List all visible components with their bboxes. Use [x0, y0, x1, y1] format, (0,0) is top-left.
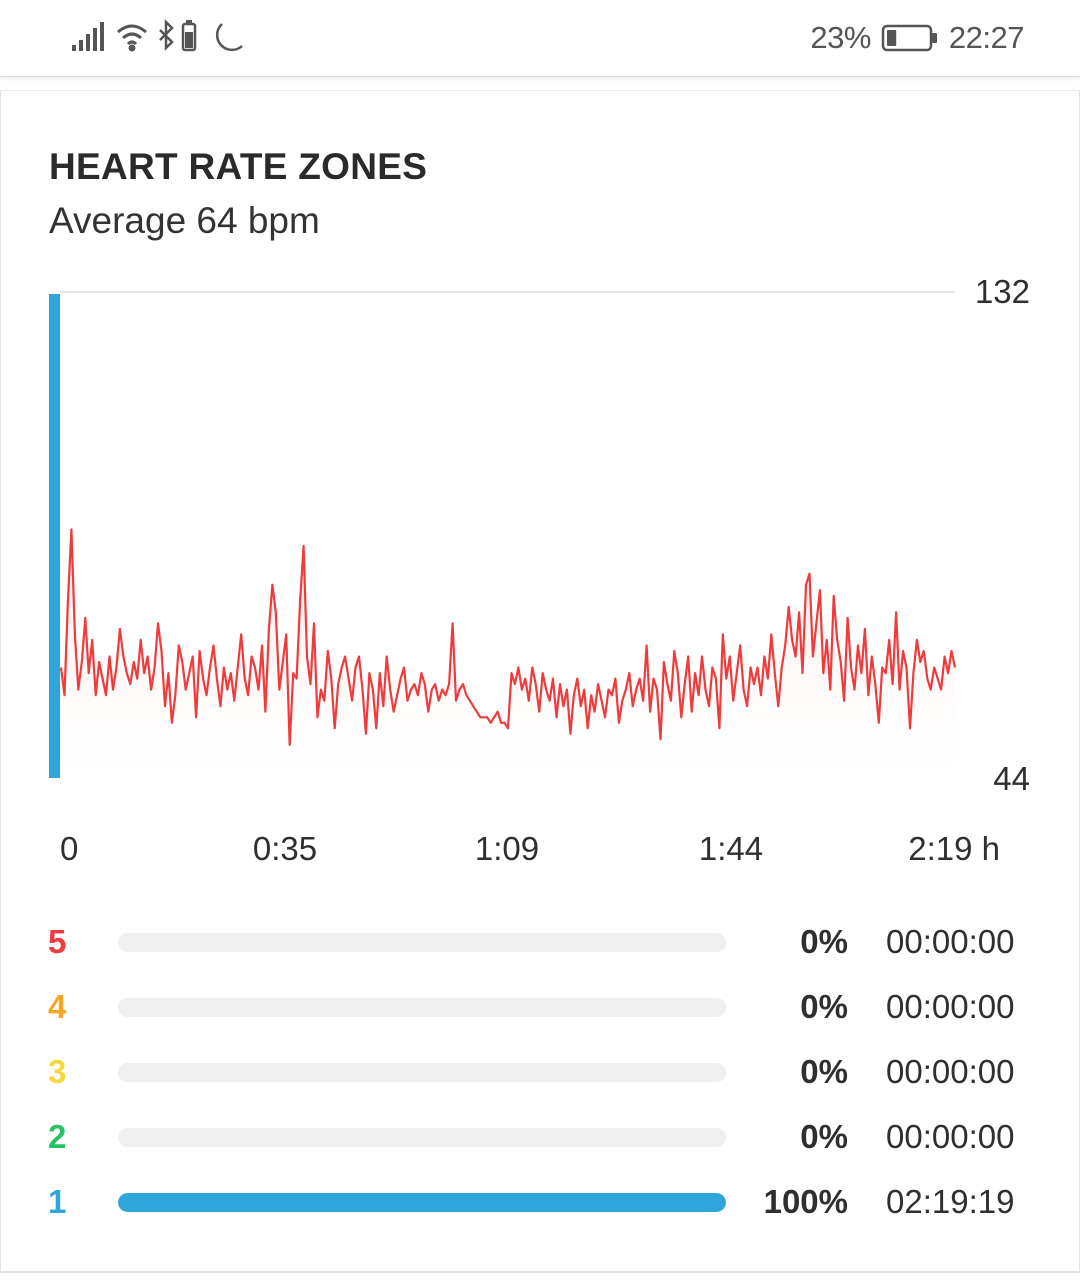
heart-rate-line: [59, 528, 957, 746]
zone-time: 02:19:19: [886, 1183, 1015, 1220]
zone-row-1: 1 100% 02:19:19: [0, 1177, 1080, 1227]
zone-percent: 0%: [800, 1118, 848, 1155]
heart-rate-chart: 132 44 0 0:35 1:09 1:44 2:19 h: [49, 273, 1030, 867]
clock: 22:27: [948, 20, 1025, 55]
zone-progress-fill: [118, 1193, 726, 1212]
zone-time: 00:00:00: [886, 988, 1015, 1025]
phone-battery-icon: [181, 20, 197, 52]
zone-percent: 100%: [763, 1183, 848, 1220]
zone-percent: 0%: [800, 1053, 848, 1090]
card-title: HEART RATE ZONES: [49, 146, 428, 187]
zone-marker-bar: [49, 294, 60, 778]
zone-number: 3: [48, 1053, 67, 1090]
status-icons-group: [72, 18, 243, 52]
y-tick-max: 132: [975, 273, 1030, 310]
status-bar: 23% 22:27: [0, 0, 1080, 77]
zone-progress-track: [118, 933, 726, 952]
zone-percent: 0%: [800, 923, 848, 960]
status-right: 23% 22:27: [810, 18, 1024, 58]
x-tick-0: 0: [60, 830, 78, 867]
zone-time: 00:00:00: [886, 1118, 1015, 1155]
zone-row-3: 3 0% 00:00:00: [0, 1047, 1080, 1097]
zone-time: 00:00:00: [886, 923, 1015, 960]
x-tick-4: 2:19 h: [908, 830, 1000, 867]
zone-percent: 0%: [800, 988, 848, 1025]
zone-row-4: 4 0% 00:00:00: [0, 982, 1080, 1032]
zone-progress-track: [118, 998, 726, 1017]
battery-icon: [881, 24, 937, 52]
heart-rate-area: [61, 529, 955, 778]
zone-progress-track: [118, 1193, 726, 1212]
moon-icon: [215, 23, 243, 52]
zone-number: 4: [48, 988, 67, 1025]
zone-row-5: 5 0% 00:00:00: [0, 917, 1080, 967]
zone-time: 00:00:00: [886, 1053, 1015, 1090]
battery-percent: 23%: [810, 20, 871, 55]
bluetooth-icon: [159, 18, 174, 52]
y-tick-min: 44: [993, 760, 1030, 797]
zone-progress-track: [118, 1128, 726, 1147]
zone-number: 2: [48, 1118, 67, 1155]
x-tick-1: 0:35: [253, 830, 317, 867]
average-bpm: Average 64 bpm: [49, 200, 320, 241]
wifi-icon: [117, 24, 147, 52]
x-tick-3: 1:44: [699, 830, 763, 867]
zone-number: 1: [48, 1183, 67, 1220]
zone-number: 5: [48, 923, 67, 960]
signal-icon: [72, 22, 104, 51]
zone-progress-track: [118, 1063, 726, 1082]
zone-row-2: 2 0% 00:00:00: [0, 1112, 1080, 1162]
x-tick-2: 1:09: [475, 830, 539, 867]
